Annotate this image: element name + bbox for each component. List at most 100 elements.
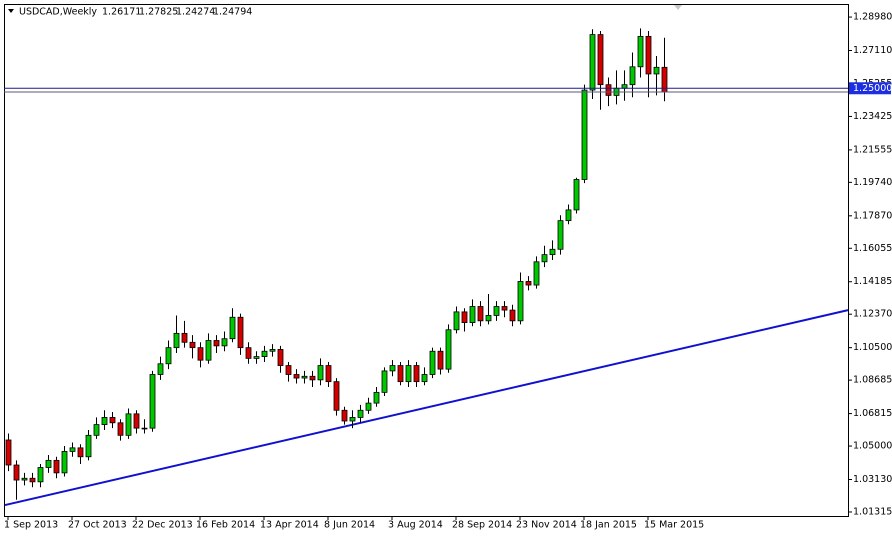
candle-body	[501, 306, 508, 311]
candle-body	[453, 311, 460, 331]
x-tick-label: 1 Sep 2013	[4, 520, 58, 531]
candle-body	[117, 422, 124, 436]
x-tick-label: 22 Dec 2013	[132, 520, 193, 531]
candle-body	[397, 365, 404, 383]
candle-body	[61, 451, 68, 474]
candle-body	[349, 417, 356, 422]
candle-body	[277, 349, 284, 366]
candle-body	[333, 381, 340, 411]
candle-body	[69, 447, 76, 452]
candle-body	[237, 316, 244, 349]
candle-body	[213, 340, 220, 347]
candle-body	[485, 315, 492, 322]
ohlc-high: 1.27825	[139, 7, 178, 18]
shift-marker[interactable]	[674, 5, 682, 10]
candle-body	[605, 84, 612, 96]
x-tick-label: 8 Jun 2014	[324, 520, 375, 531]
candle-body	[341, 409, 348, 422]
candle-body	[45, 459, 52, 468]
x-tick-label: 16 Feb 2014	[196, 520, 255, 531]
candle-body	[637, 35, 644, 68]
y-tick-label: 1.21555	[853, 144, 892, 155]
x-tick-label: 3 Aug 2014	[388, 520, 443, 531]
ohlc-close: 1.24794	[213, 7, 252, 18]
candle-body	[301, 375, 308, 379]
trend-line	[4, 309, 849, 507]
candle-body	[589, 34, 596, 91]
candle-body	[509, 309, 516, 322]
candle-body	[29, 477, 36, 483]
x-tick-label: 28 Sep 2014	[452, 520, 512, 531]
x-tick-label: 13 Apr 2014	[260, 520, 319, 531]
ohlc-low: 1.24274	[176, 7, 215, 18]
candle-body	[405, 365, 412, 383]
candle-body	[445, 329, 452, 370]
y-tick-label: 1.14185	[853, 276, 892, 287]
candle-body	[493, 306, 500, 316]
x-tick-label: 15 Mar 2015	[644, 520, 704, 531]
candle-body	[541, 254, 548, 263]
candle-body	[229, 316, 236, 340]
candle-body	[525, 281, 532, 286]
candle-body	[125, 413, 132, 436]
candle-body	[93, 424, 100, 436]
candle-body	[141, 427, 148, 430]
candle-body	[309, 375, 316, 381]
candle-body	[653, 66, 660, 75]
candle-body	[573, 179, 580, 211]
candle-body	[293, 374, 300, 379]
candle-body	[269, 349, 276, 352]
candle-body	[517, 281, 524, 322]
candle-body	[621, 84, 628, 89]
y-tick-label: 1.17870	[853, 210, 892, 221]
candle-body	[597, 34, 604, 86]
candle-body	[261, 350, 268, 358]
candle-body	[317, 365, 324, 381]
candle-body	[413, 365, 420, 383]
candle-body	[205, 340, 212, 361]
y-tick-label: 1.03130	[853, 474, 892, 485]
candle-body	[77, 447, 84, 458]
y-tick-label: 1.06815	[853, 408, 892, 419]
candle-body	[557, 220, 564, 250]
candle-body	[181, 332, 188, 343]
candle-body	[253, 356, 260, 359]
candle-body	[533, 261, 540, 286]
candle-body	[373, 391, 380, 404]
hline-label-box	[849, 82, 891, 95]
y-tick-label: 1.28980	[853, 12, 892, 23]
x-tick-label: 18 Jan 2015	[580, 520, 637, 531]
candle-body	[37, 467, 44, 483]
y-tick-label: 1.10500	[853, 342, 892, 353]
candle-body	[21, 477, 28, 481]
candle-body	[469, 306, 476, 324]
candle-body	[357, 409, 364, 418]
hline-label: 1.25000	[853, 83, 892, 94]
candle-body	[461, 311, 468, 324]
candle-body	[13, 464, 20, 481]
y-tick-label: 1.05000	[853, 441, 892, 452]
candle-body	[645, 35, 652, 75]
candle-body	[477, 306, 484, 322]
candle-body	[157, 363, 164, 375]
y-tick-label: 1.12370	[853, 309, 892, 320]
y-tick-label: 1.01315	[853, 506, 892, 517]
candle-body	[421, 374, 428, 383]
y-tick-label: 1.16055	[853, 243, 892, 254]
candle-body	[173, 332, 180, 349]
candle-body	[581, 89, 588, 180]
candle-body	[189, 341, 196, 349]
candle-body	[285, 365, 292, 375]
ohlc-open: 1.26171	[102, 7, 141, 18]
symbol-label: USDCAD,Weekly	[19, 7, 97, 18]
menu-arrow[interactable]	[8, 9, 14, 13]
candle-body	[429, 350, 436, 375]
candle-body	[549, 248, 556, 256]
candle-body	[565, 209, 572, 222]
x-tick-label: 27 Oct 2013	[68, 520, 127, 531]
candle-body	[221, 338, 228, 347]
candle-body	[5, 439, 12, 466]
candle-body	[365, 402, 372, 411]
candle-body	[389, 365, 396, 372]
